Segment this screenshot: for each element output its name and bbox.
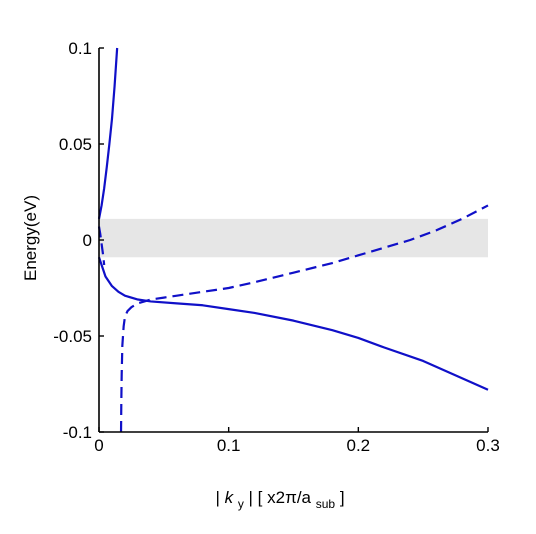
y-tick-label: 0 [83, 231, 92, 250]
series-2-solid-line [97, 256, 489, 391]
tick-labels: -0.1 -0.05 0 0.05 0.1 0 0.1 0.2 0.3 [53, 39, 500, 455]
series-1-solid-line [97, 47, 119, 220]
x-label-a-subscript: sub [316, 497, 336, 511]
y-tick-label: -0.05 [53, 327, 92, 346]
y-tick-label: -0.1 [63, 423, 92, 442]
series-4-dashed-line [119, 204, 489, 433]
x-tick-label: 0 [94, 436, 103, 455]
x-label-k-subscript: y [238, 497, 244, 511]
series-3-dashed-line [97, 226, 106, 266]
x-tick-label: 0.2 [347, 436, 371, 455]
y-tick-label: 0.1 [68, 39, 92, 58]
y-axis-label: Energy(eV) [21, 195, 40, 281]
x-label-k: k [225, 488, 235, 507]
x-tick-label: 0.3 [476, 436, 500, 455]
y-tick-label: 0.05 [59, 135, 92, 154]
series-layer [97, 47, 489, 433]
x-label-suffix: ] [340, 488, 345, 507]
x-label-prefix: | [215, 488, 224, 507]
x-axis-label: | k y | [ x2π/a sub ] [215, 488, 344, 512]
axes [98, 47, 489, 433]
gray-energy-band [99, 218, 488, 258]
x-label-mid: | [ x2π/a [249, 488, 312, 507]
x-tick-label: 0.1 [217, 436, 241, 455]
